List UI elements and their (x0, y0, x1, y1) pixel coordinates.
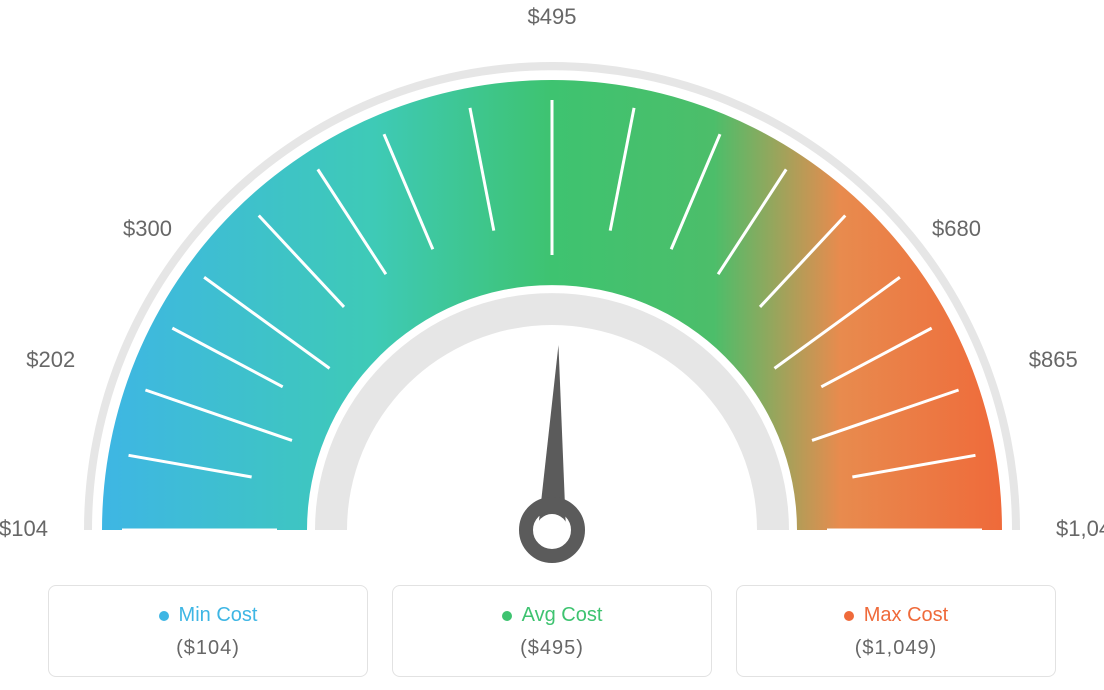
svg-text:$1,049: $1,049 (1056, 516, 1104, 541)
gauge-chart: $104 $202 $300 $495 $680 $865 $1,049 (0, 0, 1104, 565)
legend-row: Min Cost ($104) Avg Cost ($495) Max Cost… (0, 565, 1104, 677)
svg-text:$495: $495 (528, 4, 577, 29)
legend-value: ($1,049) (747, 637, 1045, 660)
svg-text:$680: $680 (932, 216, 981, 241)
legend-title-max: Max Cost (844, 604, 948, 627)
legend-value: ($495) (403, 637, 701, 660)
dot-icon (844, 611, 854, 621)
legend-label: Avg Cost (522, 604, 603, 627)
legend-card-max: Max Cost ($1,049) (736, 585, 1056, 677)
svg-text:$202: $202 (26, 347, 75, 372)
svg-text:$104: $104 (0, 516, 48, 541)
legend-label: Max Cost (864, 604, 948, 627)
gauge-svg: $104 $202 $300 $495 $680 $865 $1,049 (0, 0, 1104, 565)
legend-title-min: Min Cost (159, 604, 258, 627)
legend-value: ($104) (59, 637, 357, 660)
legend-label: Min Cost (179, 604, 258, 627)
dot-icon (159, 611, 169, 621)
svg-text:$865: $865 (1029, 347, 1078, 372)
legend-card-min: Min Cost ($104) (48, 585, 368, 677)
legend-title-avg: Avg Cost (502, 604, 603, 627)
dot-icon (502, 611, 512, 621)
svg-text:$300: $300 (123, 216, 172, 241)
legend-card-avg: Avg Cost ($495) (392, 585, 712, 677)
